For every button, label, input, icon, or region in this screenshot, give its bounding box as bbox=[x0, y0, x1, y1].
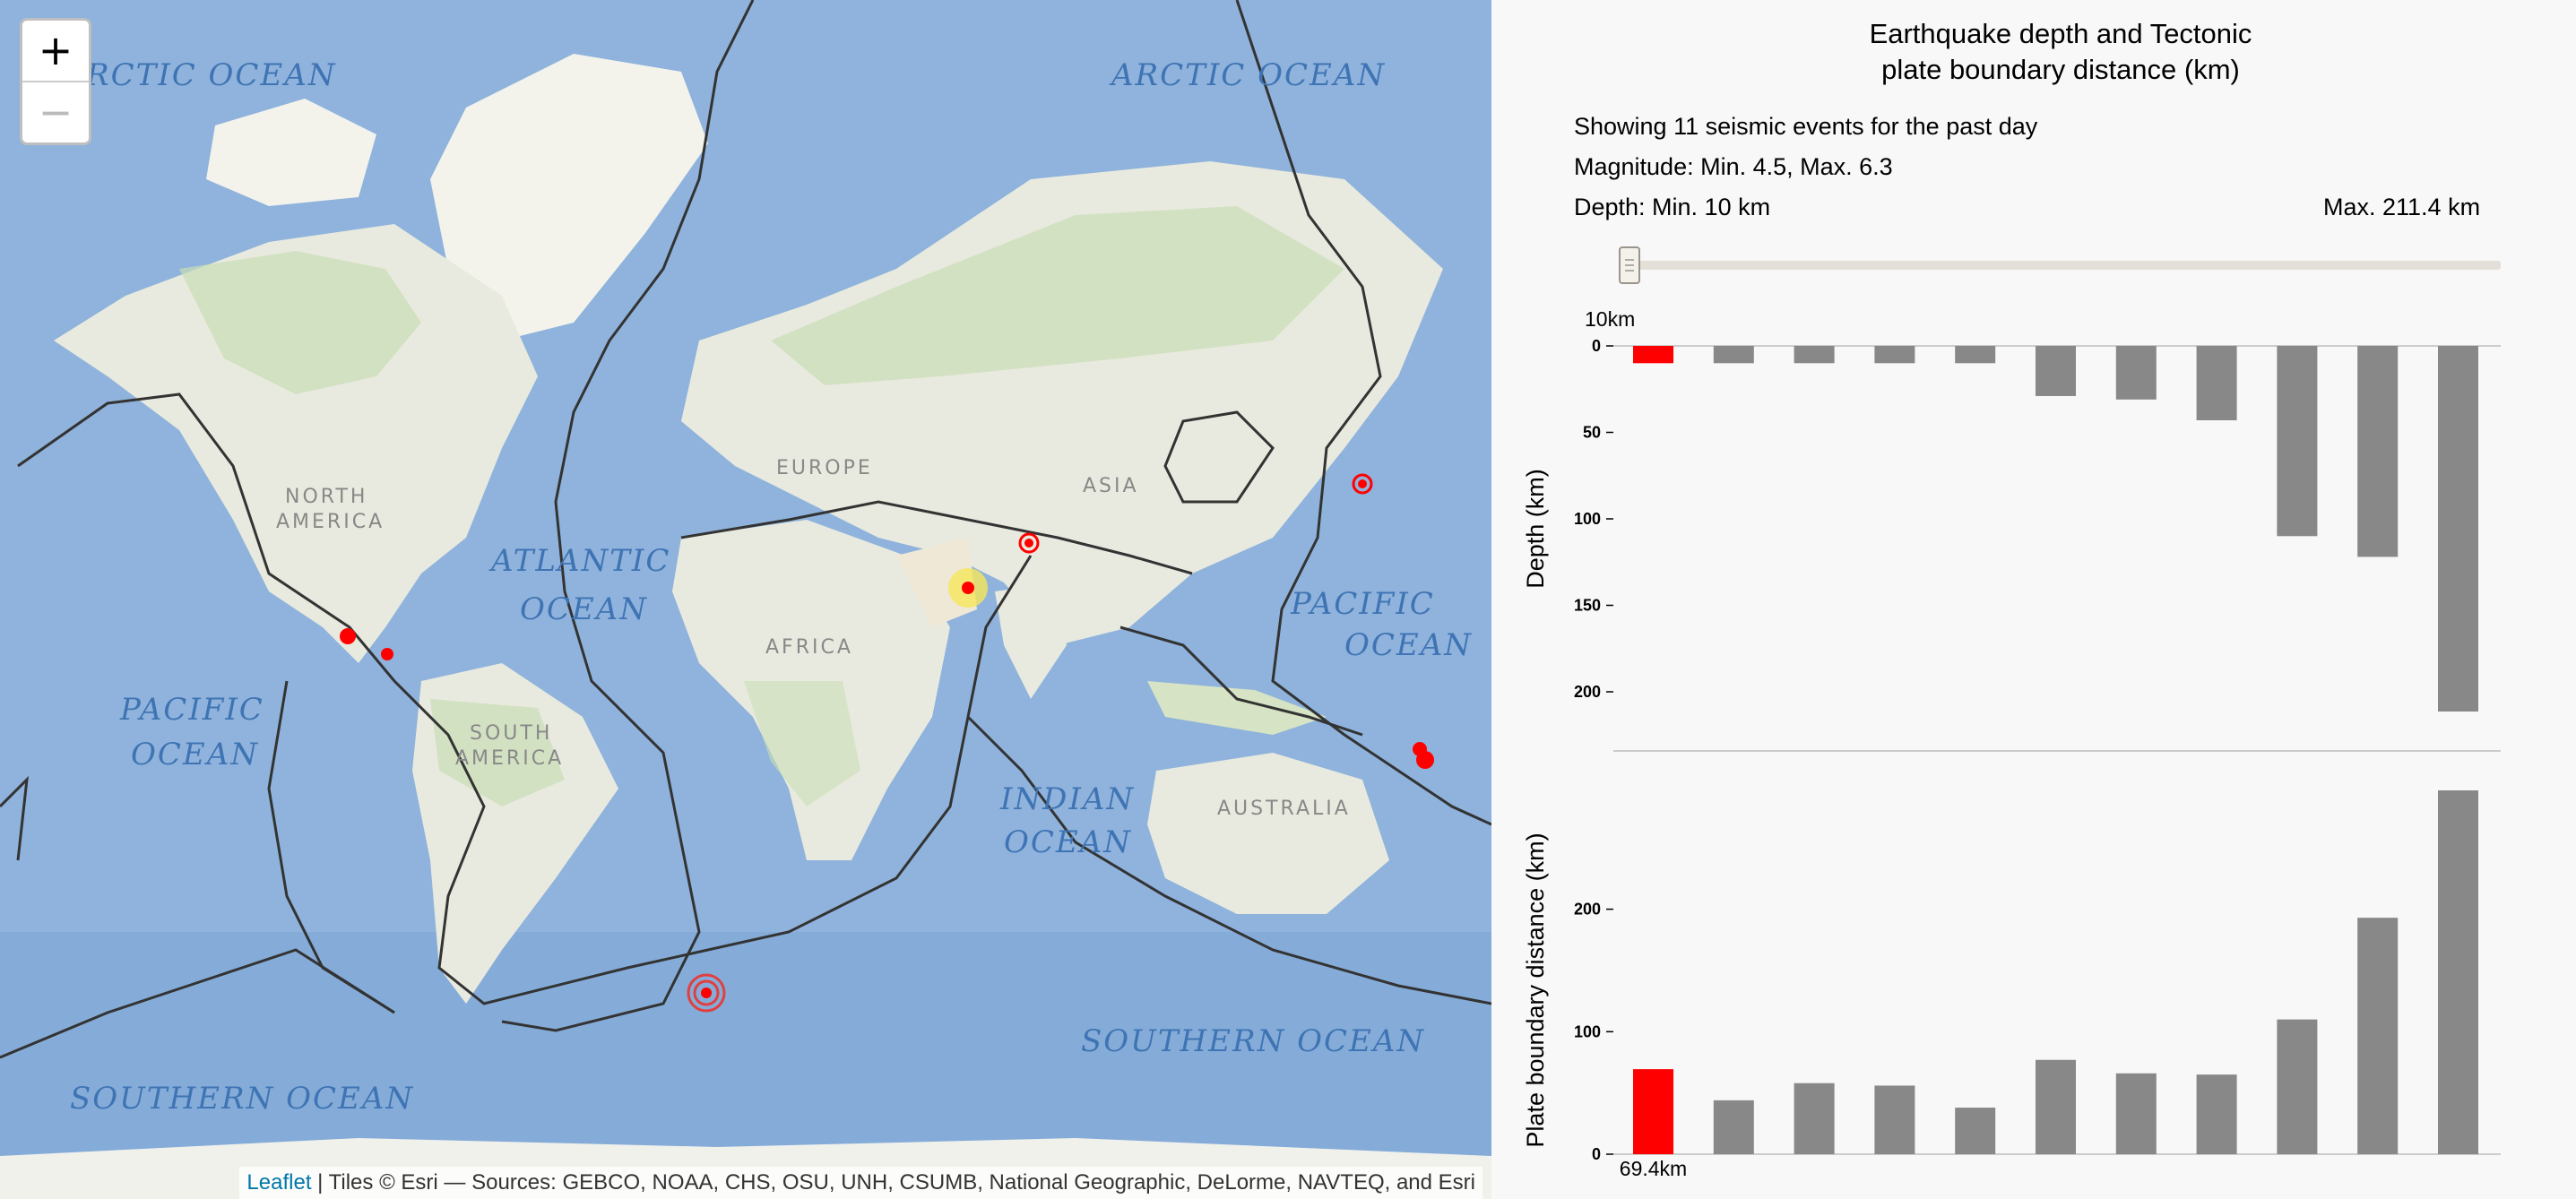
distance-bar[interactable] bbox=[1874, 1085, 1915, 1154]
ocean-label: ATLANTIC bbox=[491, 543, 671, 579]
depth-min: Depth: Min. 10 km bbox=[1574, 194, 1771, 220]
depth-y-tick-label: 200 bbox=[1574, 683, 1601, 701]
depth-max: Max. 211.4 km bbox=[2323, 194, 2481, 220]
charts: 10km 0 50 100 150 200 Depth (km) 0 100 200 Plate b… bbox=[1522, 246, 2501, 1180]
distance-y-tick-label: 200 bbox=[1574, 901, 1601, 919]
depth-y-tick-label: 100 bbox=[1574, 510, 1601, 528]
depth-y-tick-label: 150 bbox=[1574, 596, 1601, 614]
continent-label: SOUTH bbox=[470, 722, 553, 745]
distance-y-tick-label: 0 bbox=[1592, 1145, 1601, 1163]
attribution-text: | Tiles © Esri — Sources: GEBCO, NOAA, C… bbox=[311, 1170, 1475, 1195]
continent-label: ASIA bbox=[1083, 475, 1139, 497]
distance-y-tick-label: 100 bbox=[1574, 1022, 1601, 1040]
ocean-label: OCEAN bbox=[520, 591, 649, 627]
depth-slider-track[interactable] bbox=[1621, 261, 2501, 270]
depth-bar[interactable] bbox=[1794, 346, 1835, 364]
panel-title: Earthquake depth and Tectonic plate boun… bbox=[1787, 16, 2334, 88]
distance-bar[interactable] bbox=[2277, 1019, 2318, 1154]
distance-bar[interactable] bbox=[1955, 1108, 1996, 1154]
ocean-label: SOUTHERN OCEAN bbox=[70, 1081, 415, 1117]
distance-bar[interactable] bbox=[2036, 1059, 2076, 1154]
depth-bar[interactable] bbox=[2438, 346, 2478, 712]
continent-label: NORTH bbox=[285, 486, 368, 508]
ocean-label: PACIFIC bbox=[120, 692, 264, 728]
depth-bar[interactable] bbox=[1713, 346, 1754, 364]
continent-label: AMERICA bbox=[455, 747, 565, 770]
ocean-label: ARCTIC OCEAN bbox=[1111, 57, 1387, 93]
continent-label: EUROPE bbox=[776, 457, 873, 479]
distance-bar[interactable] bbox=[1633, 1069, 1673, 1154]
depth-bar[interactable] bbox=[2357, 346, 2399, 557]
leaflet-link[interactable]: Leaflet bbox=[246, 1170, 312, 1195]
depth-bar[interactable] bbox=[2196, 346, 2237, 420]
distance-axis-title: Plate boundary distance (km) bbox=[1522, 832, 1549, 1147]
depth-bar[interactable] bbox=[1633, 346, 1673, 364]
continent-label: AMERICA bbox=[276, 511, 385, 533]
depth-y-tick-label: 0 bbox=[1592, 337, 1601, 355]
distance-bar[interactable] bbox=[2438, 790, 2478, 1154]
ocean-label: SOUTHERN OCEAN bbox=[1081, 1023, 1426, 1059]
info-panel: Earthquake depth and Tectonic plate boun… bbox=[1491, 0, 2576, 1199]
zoom-in-button[interactable]: + bbox=[38, 26, 73, 74]
ocean-label: RCTIC OCEAN bbox=[86, 57, 337, 93]
distance-bar[interactable] bbox=[2196, 1074, 2237, 1154]
map-view[interactable]: RCTIC OCEAN ARCTIC OCEAN ATLANTIC OCEAN … bbox=[0, 0, 1491, 1199]
depth-y-tick-label: 50 bbox=[1583, 423, 1601, 441]
continent-label: AUSTRALIA bbox=[1217, 798, 1351, 820]
ocean-label: OCEAN bbox=[1344, 627, 1474, 663]
zoom-control: + − bbox=[20, 18, 91, 145]
distance-highlight-label: 69.4km bbox=[1620, 1157, 1687, 1180]
panel-title-line2: plate boundary distance (km) bbox=[1881, 54, 2240, 85]
ocean-label: PACIFIC bbox=[1291, 586, 1435, 622]
event-summary: Showing 11 seismic events for the past d… bbox=[1574, 113, 2038, 140]
ocean-label: OCEAN bbox=[131, 737, 260, 772]
depth-bar[interactable] bbox=[1955, 346, 1996, 364]
basemap bbox=[0, 0, 1491, 1199]
depth-bar[interactable] bbox=[2277, 346, 2318, 537]
distance-bar[interactable] bbox=[2115, 1073, 2157, 1154]
continent-label: AFRICA bbox=[765, 636, 853, 659]
depth-bar[interactable] bbox=[2115, 346, 2157, 400]
distance-bar[interactable] bbox=[2357, 918, 2399, 1154]
distance-bar[interactable] bbox=[1794, 1083, 1835, 1154]
quake-markers bbox=[340, 473, 1434, 1013]
ocean-label: OCEAN bbox=[1004, 824, 1133, 860]
zoom-out-button[interactable]: − bbox=[22, 81, 89, 142]
slider-value-label: 10km bbox=[1585, 307, 1635, 331]
ocean-label: INDIAN bbox=[1000, 781, 1136, 817]
depth-axis-title: Depth (km) bbox=[1522, 469, 1549, 589]
distance-bar[interactable] bbox=[1713, 1100, 1754, 1154]
depth-bar[interactable] bbox=[2036, 346, 2076, 396]
depth-bar[interactable] bbox=[1874, 346, 1915, 364]
magnitude-range: Magnitude: Min. 4.5, Max. 6.3 bbox=[1574, 153, 1893, 180]
map-attribution: Leaflet | Tiles © Esri — Sources: GEBCO,… bbox=[239, 1167, 1482, 1199]
panel-title-line1: Earthquake depth and Tectonic bbox=[1869, 18, 2252, 49]
